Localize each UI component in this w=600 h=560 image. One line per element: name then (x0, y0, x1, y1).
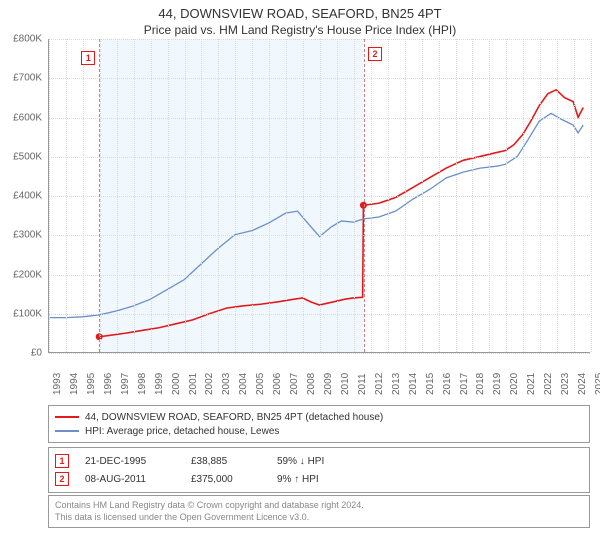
y-tick-label: £100K (13, 308, 42, 319)
event-badge-icon: 2 (55, 472, 69, 486)
attribution-footer: Contains HM Land Registry data © Crown c… (48, 495, 590, 528)
y-axis-labels: £0£100K£200K£300K£400K£500K£600K£700K£80… (0, 39, 46, 353)
series-line-price_paid (99, 90, 583, 337)
event-delta: 59% ↓ HPI (277, 456, 357, 467)
x-tick-label: 2002 (204, 373, 208, 395)
x-tick-label: 1998 (137, 373, 141, 395)
event-price: £38,885 (191, 456, 261, 467)
y-tick-label: £600K (13, 112, 42, 123)
event-row: 2 08-AUG-2011 £375,000 9% ↑ HPI (55, 470, 583, 488)
series-line-hpi (49, 113, 583, 317)
y-tick-label: £700K (13, 73, 42, 84)
event-date: 21-DEC-1995 (85, 456, 175, 467)
y-tick-label: £500K (13, 151, 42, 162)
x-axis-labels: 1993 1994 1995 1996 1997 1998 1999 2000 2001 2002… (48, 355, 590, 399)
x-tick-label: 2008 (306, 373, 310, 395)
event-date: 08-AUG-2011 (85, 474, 175, 485)
x-tick-label: 1997 (120, 373, 124, 395)
x-tick-label: 2010 (340, 373, 344, 395)
title-line-1: 44, DOWNSVIEW ROAD, SEAFORD, BN25 4PT (0, 6, 600, 21)
x-tick-label: 1999 (154, 373, 158, 395)
x-tick-label: 1995 (86, 373, 90, 395)
x-tick-label: 2022 (543, 373, 547, 395)
event-badge-icon: 1 (55, 454, 69, 468)
x-tick-label: 2023 (560, 373, 564, 395)
footer-line-2: This data is licensed under the Open Gov… (55, 512, 583, 524)
y-tick-label: £400K (13, 191, 42, 202)
legend-swatch (55, 430, 79, 432)
y-tick-label: £0 (31, 348, 42, 359)
x-tick-label: 2015 (425, 373, 429, 395)
legend-item: 44, DOWNSVIEW ROAD, SEAFORD, BN25 4PT (d… (55, 410, 583, 424)
x-tick-label: 2011 (357, 373, 361, 395)
x-tick-label: 2004 (238, 373, 242, 395)
x-tick-label: 2003 (221, 373, 225, 395)
chart-area: 12 £0£100K£200K£300K£400K£500K£600K£700K… (48, 39, 590, 399)
event-price: £375,000 (191, 474, 261, 485)
legend-label: HPI: Average price, detached house, Lewe… (85, 426, 279, 437)
y-tick-label: £300K (13, 230, 42, 241)
event-row: 1 21-DEC-1995 £38,885 59% ↓ HPI (55, 452, 583, 470)
legend-box: 44, DOWNSVIEW ROAD, SEAFORD, BN25 4PT (d… (48, 405, 590, 443)
x-tick-label: 2001 (188, 373, 192, 395)
x-tick-label: 2017 (459, 373, 463, 395)
event-marker-badge: 2 (368, 47, 382, 61)
title-line-2: Price paid vs. HM Land Registry's House … (0, 23, 600, 37)
x-tick-label: 1996 (103, 373, 107, 395)
event-delta: 9% ↑ HPI (277, 474, 357, 485)
legend-label: 44, DOWNSVIEW ROAD, SEAFORD, BN25 4PT (d… (85, 412, 383, 423)
x-tick-label: 2007 (289, 373, 293, 395)
plot-region: 12 (48, 39, 590, 353)
x-tick-label: 2012 (374, 373, 378, 395)
x-tick-label: 2025 (594, 373, 598, 395)
x-tick-label: 2000 (171, 373, 175, 395)
event-marker-badge: 1 (81, 51, 95, 65)
x-tick-label: 1993 (52, 373, 56, 395)
footer-line-1: Contains HM Land Registry data © Crown c… (55, 500, 583, 512)
events-table: 1 21-DEC-1995 £38,885 59% ↓ HPI 2 08-AUG… (48, 447, 590, 493)
x-tick-label: 2020 (509, 373, 513, 395)
legend-swatch (55, 416, 79, 418)
y-tick-label: £200K (13, 269, 42, 280)
x-tick-label: 2013 (391, 373, 395, 395)
x-tick-label: 2018 (475, 373, 479, 395)
x-tick-label: 2016 (442, 373, 446, 395)
x-tick-label: 2019 (492, 373, 496, 395)
x-tick-label: 2021 (526, 373, 530, 395)
chart-title: 44, DOWNSVIEW ROAD, SEAFORD, BN25 4PT Pr… (0, 0, 600, 39)
x-tick-label: 2014 (408, 373, 412, 395)
x-tick-label: 2024 (577, 373, 581, 395)
y-tick-label: £800K (13, 34, 42, 45)
x-tick-label: 1994 (69, 373, 73, 395)
x-tick-label: 2006 (272, 373, 276, 395)
x-tick-label: 2009 (323, 373, 327, 395)
legend-item: HPI: Average price, detached house, Lewe… (55, 424, 583, 438)
x-tick-label: 2005 (255, 373, 259, 395)
